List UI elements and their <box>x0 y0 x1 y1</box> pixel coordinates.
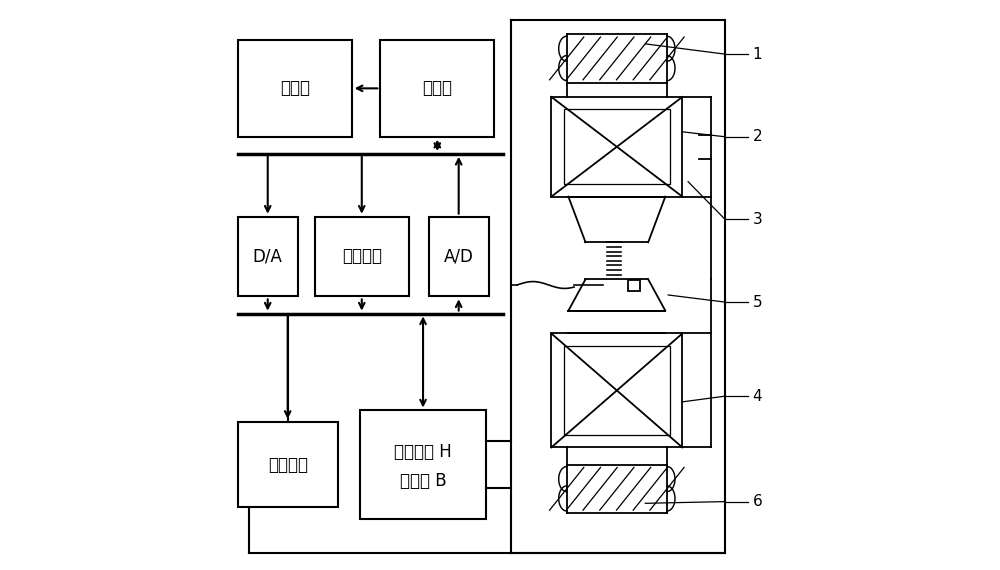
Bar <box>551 97 682 197</box>
Text: 计算机: 计算机 <box>422 79 452 97</box>
Text: A/D: A/D <box>444 247 474 266</box>
Text: 特斯拉计 H: 特斯拉计 H <box>394 442 452 461</box>
Text: 4: 4 <box>753 389 762 404</box>
Bar <box>360 410 486 519</box>
Text: 5: 5 <box>753 295 762 310</box>
Text: 6: 6 <box>753 494 762 509</box>
Text: 打印机: 打印机 <box>280 79 310 97</box>
Bar <box>238 217 298 296</box>
Bar <box>564 109 670 184</box>
Bar <box>564 346 670 435</box>
Text: 磁通表 B: 磁通表 B <box>400 472 446 490</box>
Bar <box>429 217 489 296</box>
Text: 3: 3 <box>753 212 762 227</box>
Bar <box>628 280 640 291</box>
Text: 励磁电源: 励磁电源 <box>268 455 308 474</box>
Text: D/A: D/A <box>253 247 283 266</box>
Bar <box>551 333 682 447</box>
Bar <box>238 40 352 137</box>
Bar <box>315 217 409 296</box>
Text: 1: 1 <box>753 47 762 62</box>
Text: 2: 2 <box>753 129 762 144</box>
Bar <box>238 422 338 507</box>
Bar <box>380 40 494 137</box>
Text: 开关控制: 开关控制 <box>342 247 382 266</box>
